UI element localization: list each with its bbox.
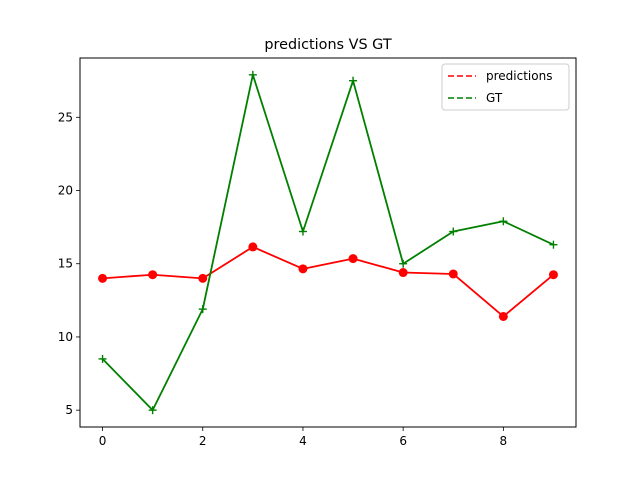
- y-tick-label: 5: [65, 403, 73, 417]
- legend-label-gt: GT: [486, 91, 503, 105]
- y-tick-label: 10: [58, 330, 73, 344]
- x-tick-label: 2: [199, 434, 207, 448]
- series-line-gt: [101, 73, 554, 412]
- data-point-gt: [148, 406, 157, 415]
- legend-box: [441, 63, 570, 111]
- data-point-gt: [399, 259, 408, 268]
- data-point-predictions: [548, 270, 558, 280]
- x-tick-label: 0: [99, 434, 107, 448]
- data-point-gt: [298, 227, 307, 236]
- data-point-gt: [549, 240, 558, 249]
- data-point-predictions: [298, 264, 308, 274]
- data-point-gt: [349, 76, 358, 85]
- data-point-gt: [449, 227, 458, 236]
- y-tick-label: 15: [58, 257, 73, 271]
- data-point-gt: [248, 70, 257, 79]
- data-point-predictions: [248, 242, 258, 252]
- y-tick-label: 25: [58, 110, 73, 124]
- x-tick-label: 6: [399, 434, 407, 448]
- data-point-predictions: [398, 268, 408, 278]
- data-point-predictions: [98, 273, 108, 283]
- x-tick-label: 8: [500, 434, 508, 448]
- data-point-predictions: [448, 269, 458, 279]
- data-point-gt: [198, 305, 207, 314]
- chart-title: predictions VS GT: [264, 37, 391, 53]
- data-point-predictions: [498, 311, 508, 321]
- axes-frame: [79, 57, 577, 428]
- data-point-gt: [499, 217, 508, 226]
- x-tick-label: 4: [299, 434, 307, 448]
- series-line-predictions: [102, 245, 555, 318]
- data-point-gt: [98, 354, 107, 363]
- y-tick-label: 20: [58, 184, 73, 198]
- legend-label-predictions: predictions: [486, 69, 552, 83]
- data-point-predictions: [148, 270, 158, 280]
- data-point-predictions: [198, 273, 208, 283]
- plot-area: 0 2 4 6 8 5 10 15 20 25: [58, 70, 558, 448]
- legend: predictions GT: [441, 63, 570, 111]
- data-point-predictions: [348, 254, 358, 264]
